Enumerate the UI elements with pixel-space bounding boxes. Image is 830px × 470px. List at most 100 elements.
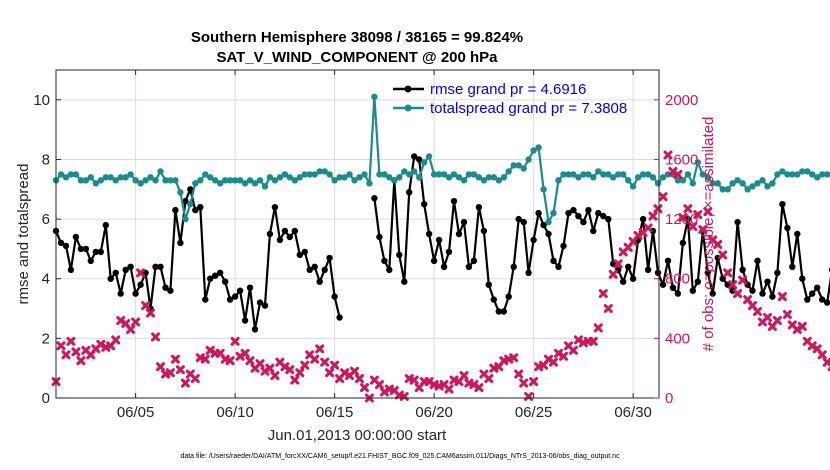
y-left-tick-label: 2: [42, 330, 50, 347]
rmse-point: [749, 287, 756, 294]
rmse-point: [192, 206, 199, 214]
totalspread-point: [167, 177, 174, 184]
totalspread-point: [286, 174, 293, 181]
rmse-point: [117, 290, 124, 297]
rmse-point: [212, 272, 219, 279]
rmse-point: [530, 236, 537, 244]
totalspread-point: [197, 177, 204, 184]
y-axis-left-label: rmse and totalspread: [15, 164, 32, 305]
totalspread-point: [794, 171, 801, 178]
obs-assimilated-point: [549, 357, 558, 367]
totalspread-point: [814, 174, 821, 181]
obs-assimilated-point: [175, 365, 185, 375]
y-left-tick-label: 4: [42, 271, 50, 288]
totalspread-point: [72, 171, 80, 178]
obs-assimilated-point: [524, 392, 534, 401]
totalspread-point: [629, 183, 637, 190]
totalspread-point: [570, 171, 577, 178]
totalspread-point: [336, 174, 343, 181]
rmse-point: [371, 195, 378, 202]
rmse-point: [281, 227, 289, 235]
totalspread-point: [346, 171, 353, 178]
rmse-point: [595, 209, 602, 217]
obs-assimilated-point: [763, 313, 772, 322]
totalspread-point: [465, 171, 473, 178]
obs-assimilated-point: [753, 307, 762, 316]
totalspread-point: [326, 171, 333, 178]
totalspread-point: [560, 171, 567, 178]
rmse-point: [460, 218, 468, 226]
totalspread-point: [639, 171, 647, 178]
rmse-point: [435, 236, 443, 244]
obs-assimilated-point: [270, 371, 280, 381]
obs-assimilated-point: [683, 204, 693, 214]
totalspread-point: [525, 156, 532, 163]
series-layer: [51, 93, 830, 403]
totalspread-point: [147, 174, 154, 181]
rmse-point: [540, 221, 547, 229]
obs-assimilated-point: [529, 377, 539, 387]
totalspread-point: [764, 183, 771, 190]
rmse-point: [430, 257, 438, 264]
totalspread-point: [495, 177, 502, 184]
totalspread-point: [271, 177, 279, 184]
totalspread-point: [97, 177, 105, 184]
chart-title-line1: Southern Hemisphere 38098 / 38165 = 99.8…: [191, 29, 523, 46]
totalspread-point: [162, 177, 169, 184]
totalspread-point: [416, 174, 423, 181]
totalspread-point: [107, 174, 114, 181]
x-tick-label: 06/30: [614, 404, 652, 421]
obs-assimilated-point: [817, 350, 827, 360]
rmse-point: [550, 257, 557, 264]
totalspread-point: [421, 159, 428, 166]
rmse-point: [694, 278, 701, 285]
rmse-point: [480, 227, 488, 235]
totalspread-point: [734, 177, 741, 184]
rmse-point: [495, 308, 502, 315]
rmse-point: [625, 263, 632, 270]
rmse-point: [605, 215, 612, 223]
totalspread-point: [127, 171, 134, 178]
rmse-point: [107, 275, 114, 282]
obs-assimilated-point: [200, 354, 210, 364]
rmse-point: [485, 281, 492, 288]
totalspread-point: [356, 174, 363, 181]
rmse-point: [689, 287, 696, 294]
rmse-point: [779, 201, 786, 208]
rmse-point: [465, 263, 473, 270]
totalspread-point: [654, 180, 662, 187]
totalspread-point: [490, 174, 497, 181]
rmse-point: [475, 204, 483, 211]
legend-totalspread-label: totalspread grand pr = 7.3808: [430, 100, 627, 117]
rmse-point: [381, 257, 388, 264]
obs-assimilated-point: [325, 368, 335, 378]
obs-assimilated-point: [718, 250, 728, 260]
totalspread-point: [769, 180, 776, 187]
rmse-point: [231, 293, 239, 300]
totalspread-point: [82, 177, 90, 184]
obs-assimilated-point: [797, 321, 807, 331]
totalspread-point: [729, 180, 736, 187]
rmse-point: [799, 275, 806, 282]
rmse-point: [271, 204, 279, 211]
totalspread-point: [376, 171, 383, 178]
totalspread-point: [819, 171, 826, 178]
totalspread-point: [704, 174, 711, 181]
obs-assimilated-point: [603, 304, 613, 313]
obs-assimilated-point: [111, 335, 121, 345]
totalspread-point: [251, 180, 259, 187]
legend: rmse grand pr = 4.6916 totalspread grand…: [393, 81, 627, 117]
rmse-point: [664, 257, 672, 264]
totalspread-point: [644, 171, 652, 178]
totalspread-point: [455, 174, 463, 181]
totalspread-point: [689, 180, 696, 187]
totalspread-point: [580, 171, 587, 178]
totalspread-point: [256, 177, 264, 184]
totalspread-point: [207, 174, 214, 181]
totalspread-point: [480, 177, 488, 184]
totalspread-point: [754, 180, 761, 187]
obs-assimilated-point: [146, 308, 155, 318]
totalspread-point: [470, 171, 478, 178]
totalspread-point: [779, 168, 786, 175]
totalspread-point: [351, 177, 358, 184]
